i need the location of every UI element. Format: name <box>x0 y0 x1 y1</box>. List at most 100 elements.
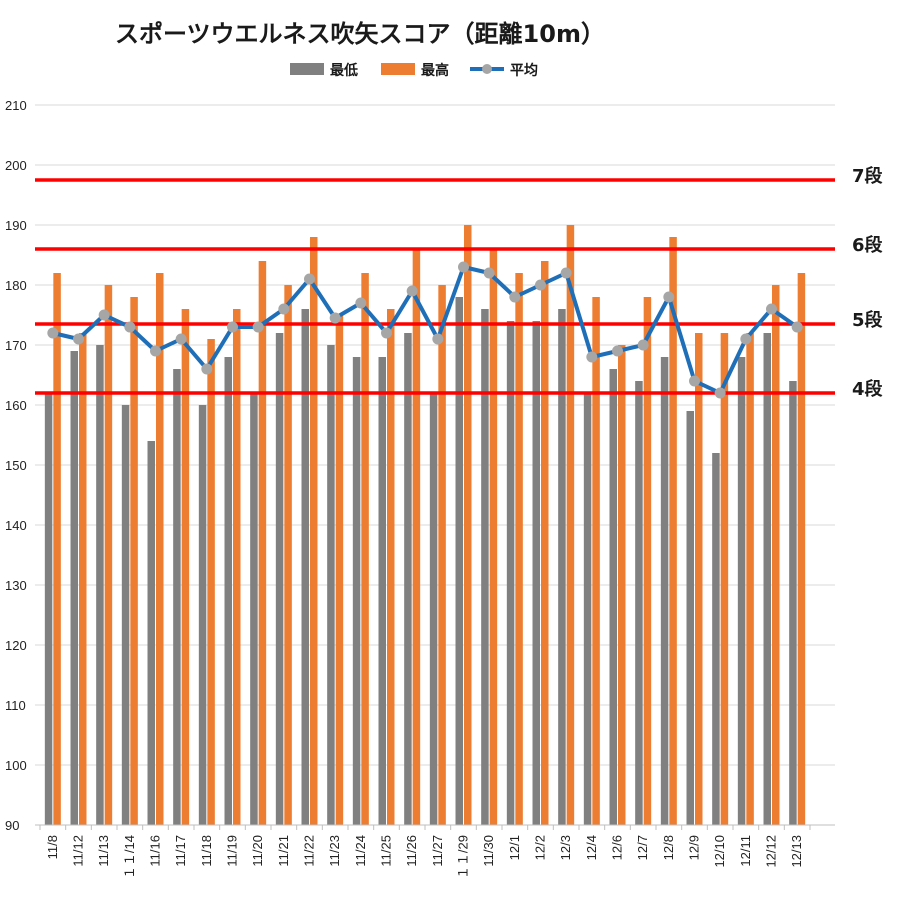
x-tick-label: 11/18 <box>199 835 214 867</box>
y-tick-label: 140 <box>5 518 27 533</box>
bar-min <box>558 309 566 825</box>
average-point <box>535 279 546 291</box>
x-tick-label: 12/11 <box>738 835 753 867</box>
bar-max <box>233 309 241 825</box>
bar-max <box>772 285 780 825</box>
bar-min <box>275 333 284 825</box>
average-point <box>406 285 418 297</box>
bar-max <box>720 333 729 825</box>
y-tick-label: 110 <box>5 698 26 713</box>
x-tick-label: 11/16 <box>148 835 163 867</box>
average-point <box>432 333 444 345</box>
x-tick-label: 12/4 <box>584 835 599 860</box>
average-point <box>124 321 136 333</box>
x-tick-label: 12/13 <box>789 835 804 868</box>
x-tick-label: 12/10 <box>712 835 727 868</box>
average-point <box>458 261 469 273</box>
average-point <box>278 303 290 315</box>
x-tick-label: 11/8 <box>45 835 60 859</box>
bar-max <box>412 249 421 825</box>
y-tick-label: 100 <box>5 758 27 773</box>
bar-min <box>96 345 104 825</box>
bar-min <box>583 393 592 825</box>
bar-min <box>429 393 438 825</box>
bar-max <box>156 273 164 825</box>
rank-label: 5段 <box>852 309 884 331</box>
bars <box>44 225 806 825</box>
bar-max <box>695 333 703 825</box>
y-tick-label: 130 <box>5 578 27 593</box>
x-tick-label: 11/26 <box>404 835 419 867</box>
bar-max <box>130 297 138 825</box>
rank-lines: 7段 6段 5段 4段 <box>35 165 884 400</box>
average-point <box>766 303 777 315</box>
legend-swatch-min <box>290 63 324 75</box>
bar-min <box>301 309 309 825</box>
bar-min <box>378 357 386 825</box>
average-point <box>304 273 315 285</box>
bar-max <box>53 273 61 825</box>
y-tick-label: 190 <box>5 218 27 233</box>
bar-max <box>541 261 549 825</box>
average-point <box>175 333 187 345</box>
bar-min <box>327 345 335 825</box>
bar-min <box>506 321 515 825</box>
rank-label: 7段 <box>852 165 884 187</box>
x-axis: 11/8 11/12 11/13 １１/14 11/16 11/17 11/18 11/19 1… <box>35 824 835 879</box>
x-tick-label: 12/7 <box>635 835 650 860</box>
average-point <box>329 312 341 324</box>
bar-min <box>70 351 78 825</box>
bar-min <box>481 309 489 825</box>
legend-label-avg: 平均 <box>510 62 538 79</box>
y-tick-label: 200 <box>5 158 27 173</box>
y-axis: 90 100 110 120 130 140 150 160 170 180 190 200 210 <box>5 98 27 833</box>
x-tick-label: 12/6 <box>610 835 625 860</box>
x-tick-label: 11/24 <box>353 835 368 867</box>
y-tick-label: 160 <box>5 398 27 413</box>
average-point <box>201 363 213 375</box>
legend-swatch-avg-marker <box>482 64 492 74</box>
bar-min <box>686 411 694 825</box>
bar-max <box>643 297 652 825</box>
y-tick-label: 90 <box>5 818 19 833</box>
bar-max <box>258 261 267 825</box>
bar-min <box>660 357 669 825</box>
bar-min <box>224 357 232 825</box>
bar-min <box>250 393 258 825</box>
bar-min <box>712 453 720 825</box>
legend-swatch-max <box>381 63 415 75</box>
x-tick-label: 11/20 <box>250 835 265 867</box>
legend-label-min: 最低 <box>330 62 358 79</box>
average-point <box>791 321 803 333</box>
x-tick-label: 11/30 <box>481 835 496 867</box>
x-tick-label: 12/1 <box>507 835 522 860</box>
average-point <box>381 327 392 339</box>
average-point <box>98 309 110 321</box>
bar-min <box>737 357 746 825</box>
bar-min <box>44 393 53 825</box>
x-tick-label: 12/8 <box>661 835 676 860</box>
x-tick-label: 11/21 <box>276 835 291 867</box>
x-tick-label: 11/19 <box>225 835 240 867</box>
x-tick-label: 11/27 <box>430 835 445 867</box>
y-tick-label: 180 <box>5 278 27 293</box>
average-point <box>663 291 675 303</box>
x-tick-label: 11/13 <box>96 835 111 867</box>
average-point <box>483 267 495 279</box>
bar-max <box>284 285 292 825</box>
bar-max <box>310 237 318 825</box>
average-point <box>509 291 521 303</box>
x-tick-label: １１/29 <box>456 835 471 879</box>
bar-max <box>618 345 626 825</box>
rank-label: 6段 <box>852 234 884 256</box>
y-tick-label: 150 <box>5 458 27 473</box>
bar-min <box>763 333 771 825</box>
legend: 最低 最高 平均 <box>290 62 538 79</box>
bar-max <box>515 273 523 825</box>
bar-max <box>669 237 677 825</box>
x-tick-label: 11/22 <box>302 835 317 867</box>
average-line <box>52 265 799 395</box>
bar-min <box>404 333 412 825</box>
bar-min <box>635 381 643 825</box>
